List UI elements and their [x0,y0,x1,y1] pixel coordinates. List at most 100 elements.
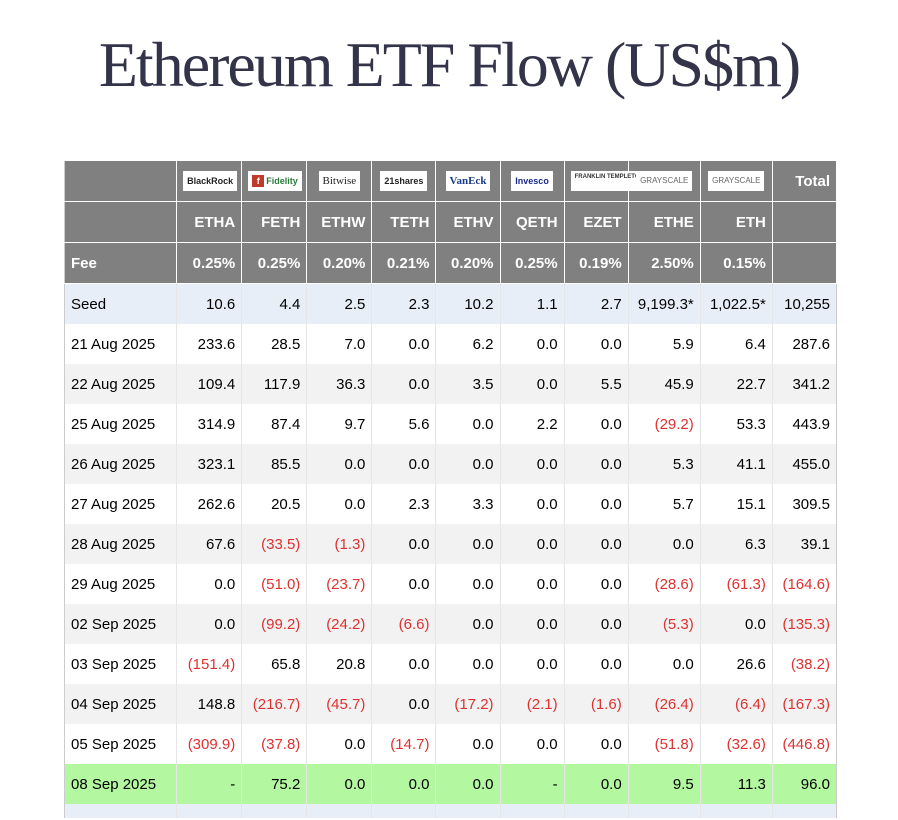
fee-cell: 0.25% [176,242,243,284]
flow-value-cell: 0.0 [563,444,629,484]
table-row: 03 Sep 2025 (151.4) 65.8 20.8 0.0 0.0 0.0 0.0 0.… [63,644,838,684]
flow-value-cell: 0.0 [371,644,436,684]
empty-cell [241,804,307,818]
row-total-cell: 287.6 [771,324,838,364]
issuer-logo-grayscale-ethe: GRAYSCALE [627,160,701,202]
flow-value-cell: 0.0 [176,604,242,644]
flow-value-cell: (29.2) [627,404,701,444]
total-header: Total [771,160,838,202]
issuer-logo-franklin: FRANKLIN TEMPLETON [563,160,648,202]
ticker-corner-cell [63,201,178,243]
row-date-label: 25 Aug 2025 [63,404,177,444]
row-total-cell: 10,255 [771,283,838,324]
flow-value-cell: 67.6 [176,524,242,564]
issuer-logo-blackrock: BlackRock [176,160,243,202]
table-row: 05 Sep 2025 (309.9) (37.8) 0.0 (14.7) 0.0 0.0 0… [63,724,838,764]
flow-value-cell: 0.0 [371,684,436,724]
flow-value-cell: 0.0 [435,444,501,484]
flow-value-cell: 5.9 [627,324,701,364]
flow-value-cell: 9.7 [306,404,372,444]
flow-value-cell: 233.6 [176,324,242,364]
flow-value-cell: 53.3 [699,404,773,444]
row-total-cell: (38.2) [771,644,838,684]
fee-cell: 0.15% [699,242,773,284]
row-date-label: 08 Sep 2025 [63,764,177,804]
fidelity-logo-icon: f Fidelity [248,171,302,191]
flow-value-cell: - [176,764,242,804]
row-date-label: 03 Sep 2025 [63,644,177,684]
flow-value-cell: 3.3 [435,484,501,524]
fee-cell: 0.25% [499,242,565,284]
flow-value-cell: 0.0 [306,764,372,804]
flow-value-cell: 28.5 [241,324,307,364]
flow-value-cell: 0.0 [499,484,565,524]
flow-value-cell: 0.0 [306,484,372,524]
fee-total-cell [771,242,838,284]
flow-value-cell: 0.0 [627,644,701,684]
flow-value-cell: 0.0 [563,644,629,684]
corner-cell [63,160,178,202]
flow-value-cell: 1.1 [499,283,565,324]
flow-value-cell: 0.0 [306,444,372,484]
row-date-label: 27 Aug 2025 [63,484,177,524]
flow-value-cell: 1,022.5* [699,283,773,324]
table-row: 25 Aug 2025 314.9 87.4 9.7 5.6 0.0 2.2 0.0 (29.2… [63,404,838,444]
flow-value-cell: 0.0 [627,524,701,564]
flow-value-cell: 0.0 [371,324,436,364]
empty-cell [176,804,242,818]
flow-value-cell: 6.2 [435,324,501,364]
flow-value-cell: 0.0 [563,484,629,524]
grayscale-logo-icon: GRAYSCALE [636,171,693,191]
flow-value-cell: 75.2 [241,764,307,804]
row-date-label: 26 Aug 2025 [63,444,177,484]
table-row: Seed 10.6 4.4 2.5 2.3 10.2 1.1 2.7 9,199.3* 1,022… [63,283,838,324]
flow-value-cell: 0.0 [306,724,372,764]
row-total-cell: 341.2 [771,364,838,404]
flow-value-cell: 0.0 [563,324,629,364]
fee-cell: 0.20% [306,242,373,284]
row-total-cell: (164.6) [771,564,838,604]
grayscale-logo-icon: GRAYSCALE [708,171,765,191]
flow-value-cell: 10.2 [435,283,501,324]
flow-value-cell: 2.3 [371,283,436,324]
flow-value-cell: 3.5 [435,364,501,404]
flow-value-cell: (6.4) [699,684,773,724]
flow-value-cell: 0.0 [371,764,436,804]
empty-cell [627,804,701,818]
21shares-logo-icon: 21shares [380,171,428,191]
empty-cell [435,804,501,818]
row-total-cell: (167.3) [771,684,838,724]
flow-value-cell: 0.0 [176,564,242,604]
flow-value-cell: 5.6 [371,404,436,444]
empty-cell [499,804,565,818]
page-title: Ethereum ETF Flow (US$m) [98,29,801,100]
flow-value-cell: 2.5 [306,283,372,324]
row-total-cell: 39.1 [771,524,838,564]
empty-cell [371,804,436,818]
flow-value-cell: 7.0 [306,324,372,364]
flow-value-cell: (51.0) [241,564,307,604]
flow-value-cell: 5.5 [563,364,629,404]
flow-value-cell: (99.2) [241,604,307,644]
table-row-partial [63,804,838,818]
flow-value-cell: (61.3) [699,564,773,604]
fee-row: Fee 0.25% 0.25% 0.20% 0.21% 0.20% 0.25% … [63,242,838,284]
flow-value-cell: (6.6) [371,604,436,644]
row-date-label: 28 Aug 2025 [63,524,177,564]
issuer-logo-grayscale-eth: GRAYSCALE [699,160,773,202]
ticker-total-cell [771,201,838,243]
row-date-label: 21 Aug 2025 [63,324,177,364]
row-total-cell: 309.5 [771,484,838,524]
flow-value-cell: 41.1 [699,444,773,484]
ticker-cell: EZET [563,201,629,243]
issuer-logo-invesco: Invesco [499,160,565,202]
flow-value-cell: 11.3 [699,764,773,804]
issuer-logo-21shares: 21shares [371,160,437,202]
flow-value-cell: 0.0 [435,524,501,564]
fee-cell: 2.50% [627,242,701,284]
table-row: 22 Aug 2025 109.4 117.9 36.3 0.0 3.5 0.0 5.5 45.… [63,364,838,404]
table-row: 28 Aug 2025 67.6 (33.5) (1.3) 0.0 0.0 0.0 0.0 0.… [63,524,838,564]
issuer-logo-vaneck: VanEck [435,160,501,202]
ticker-cell: FETH [241,201,308,243]
flow-value-cell: (28.6) [627,564,701,604]
